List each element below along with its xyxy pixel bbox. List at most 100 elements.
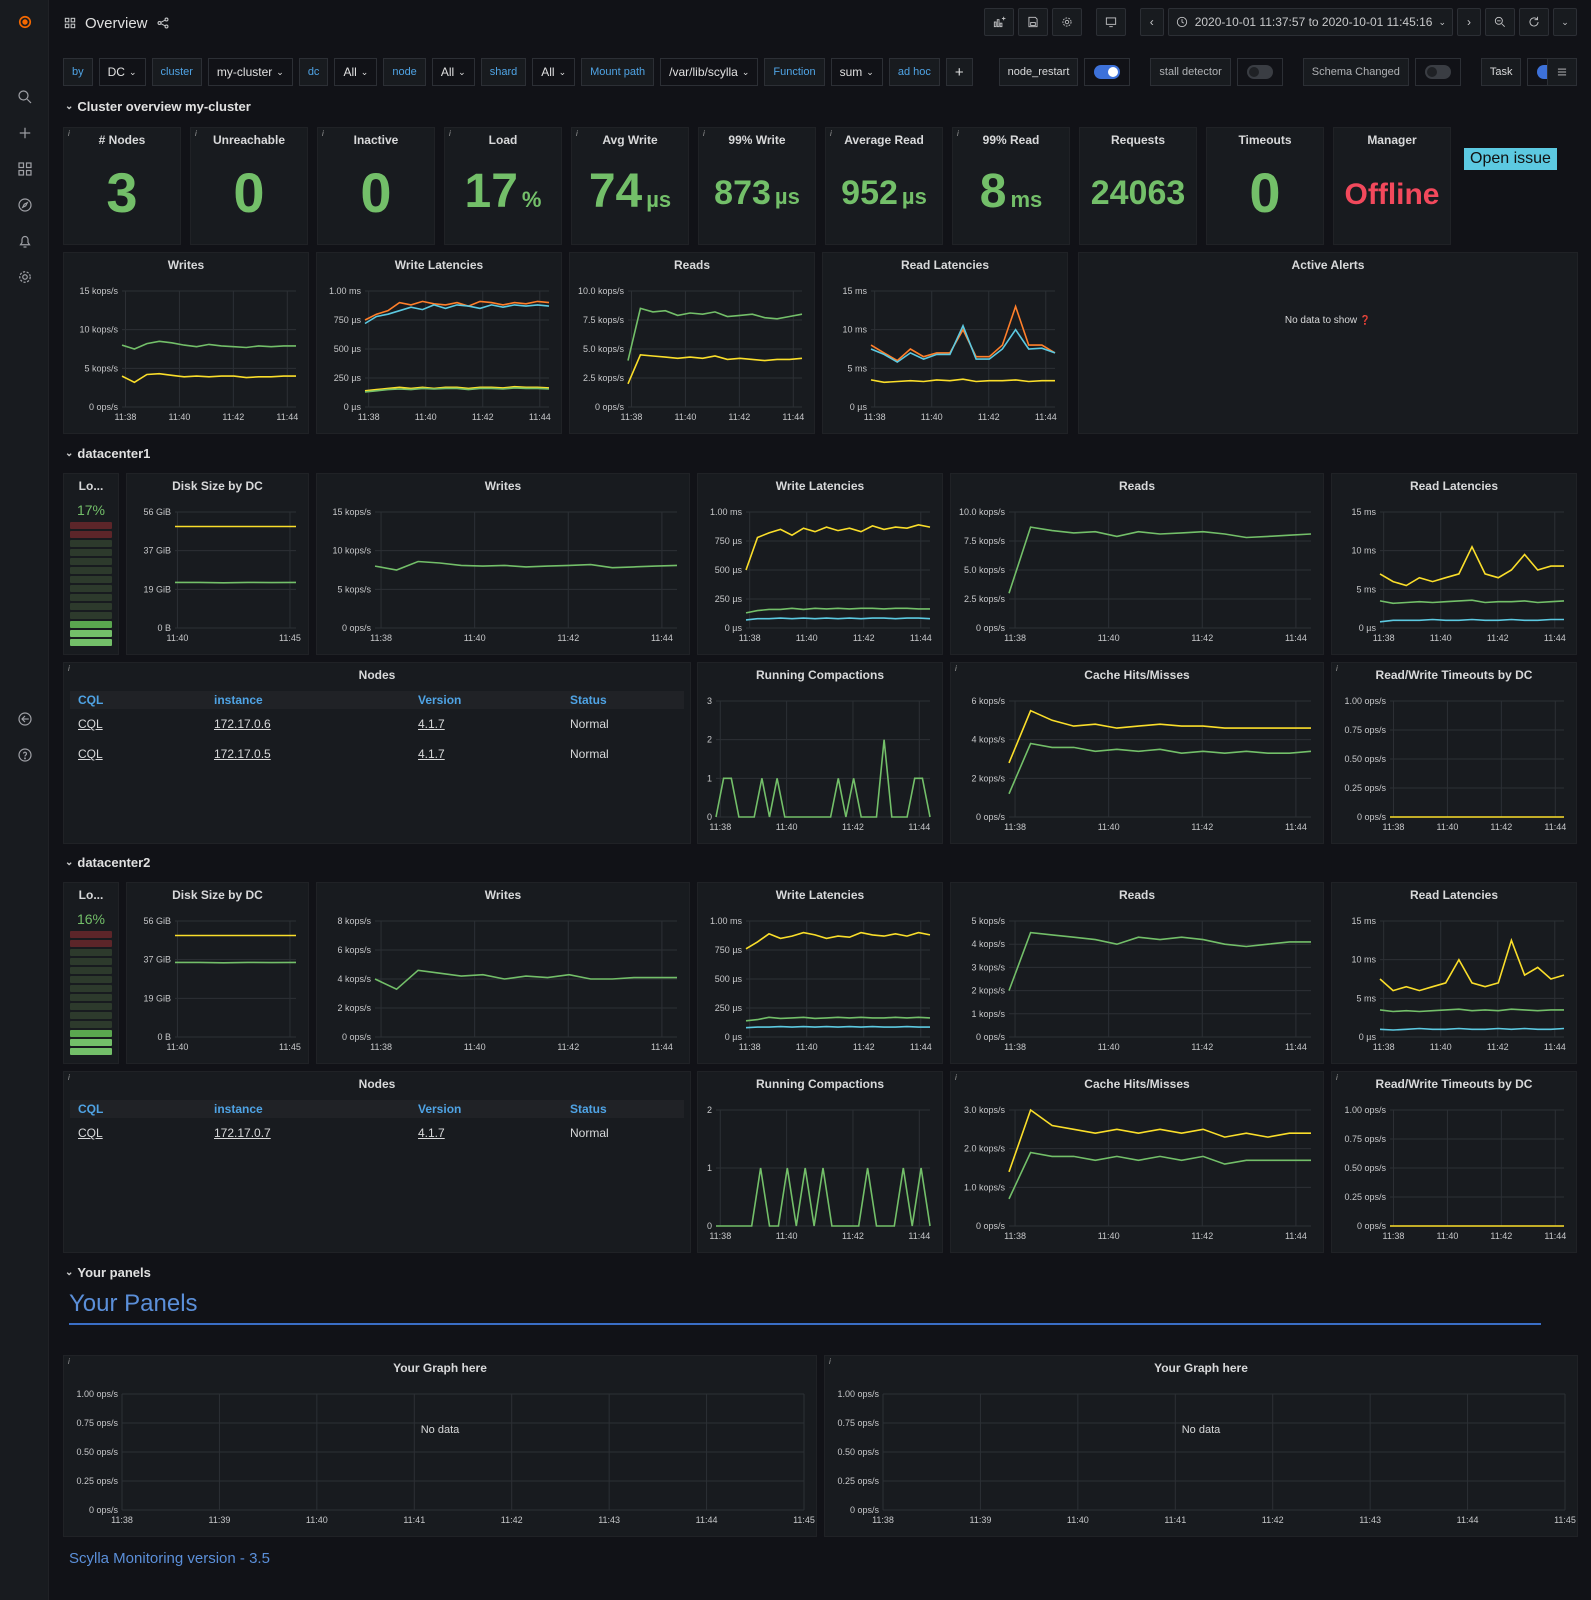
row-header-your-panels[interactable]: ⌄ Your panels bbox=[65, 1265, 151, 1280]
add-panel-button[interactable] bbox=[983, 8, 1014, 36]
bell-icon[interactable] bbox=[13, 229, 37, 253]
tv-mode-button[interactable] bbox=[1095, 8, 1126, 36]
chart-svg: 0 1 2 3 11:38 11:40 11:42 11:44 bbox=[707, 696, 931, 832]
toggle-schema-changed[interactable] bbox=[1414, 58, 1461, 86]
panel-title: Running Compactions bbox=[756, 1077, 884, 1091]
y-tick-label: 1.00 ops/s bbox=[837, 1389, 879, 1399]
column-header[interactable]: CQL bbox=[78, 693, 104, 707]
x-tick-label: 11:45 bbox=[279, 1042, 301, 1052]
chevron-down-icon: ⌄ bbox=[558, 66, 567, 77]
chart-svg: 0 µs 250 µs 500 µs 750 µs 1.00 ms 11:38 11:40 1… bbox=[710, 916, 932, 1052]
signin-icon[interactable] bbox=[13, 707, 37, 731]
chart-panel-d1-wlat: Write Latencies 0 µs 250 µs 500 µs 750 µs 1.0… bbox=[697, 473, 943, 655]
explore-icon[interactable] bbox=[13, 193, 37, 217]
var-select-mount-path[interactable]: /var/lib/scylla ⌄ bbox=[660, 58, 759, 86]
time-back-button[interactable]: ‹ bbox=[1139, 8, 1164, 36]
clock-icon bbox=[1176, 16, 1187, 28]
column-header[interactable]: Status bbox=[570, 1102, 607, 1116]
help-icon[interactable] bbox=[13, 743, 37, 767]
series-line bbox=[745, 1025, 930, 1029]
menu-button[interactable] bbox=[1547, 58, 1577, 86]
panel-title: Lo... bbox=[78, 479, 104, 493]
column-header[interactable]: CQL bbox=[78, 1102, 104, 1116]
series-line bbox=[374, 560, 678, 571]
toggle-node-restart[interactable] bbox=[1084, 58, 1131, 86]
var-select-cluster[interactable]: my-cluster ⌄ bbox=[207, 58, 293, 86]
info-icon: i bbox=[1336, 664, 1338, 673]
row-header-dc2[interactable]: ⌄ datacenter2 bbox=[65, 855, 150, 870]
toggle-switch bbox=[1094, 65, 1121, 79]
row-header-cluster[interactable]: ⌄ Cluster overview my-cluster bbox=[65, 99, 251, 114]
y-tick-label: 0 µs bbox=[1359, 623, 1377, 633]
column-header[interactable]: Version bbox=[418, 693, 462, 707]
settings-button[interactable] bbox=[1051, 8, 1082, 36]
panel-title: Read Latencies bbox=[900, 258, 990, 272]
ad-hoc-add-button[interactable]: + bbox=[945, 58, 973, 86]
info-icon: i bbox=[195, 129, 197, 138]
grafana-logo-icon[interactable] bbox=[13, 10, 37, 34]
y-tick-label: 0 µs bbox=[725, 1032, 743, 1042]
x-tick-label: 11:41 bbox=[1164, 1515, 1186, 1525]
y-tick-label: 1.0 kops/s bbox=[964, 1182, 1006, 1192]
cql-link[interactable]: CQL bbox=[78, 1126, 103, 1140]
instance-link[interactable]: 172.17.0.6 bbox=[214, 717, 271, 731]
x-tick-label: 11:43 bbox=[598, 1515, 620, 1525]
var-select-shard[interactable]: All ⌄ bbox=[532, 58, 576, 86]
y-tick-label: 0.25 ops/s bbox=[1344, 1192, 1386, 1202]
time-picker[interactable]: 2020-10-01 11:37:57 to 2020-10-01 11:45:… bbox=[1167, 8, 1453, 36]
save-button[interactable] bbox=[1017, 8, 1048, 36]
instance-link[interactable]: 172.17.0.5 bbox=[214, 747, 271, 761]
y-tick-label: 500 µs bbox=[715, 565, 743, 575]
var-label-ad-hoc: ad hoc bbox=[888, 58, 940, 86]
gauge-segment bbox=[70, 567, 112, 574]
version-link[interactable]: 4.1.7 bbox=[418, 747, 445, 761]
x-tick-label: 11:44 bbox=[1544, 1231, 1566, 1241]
toggle-stall-detector[interactable] bbox=[1236, 58, 1283, 86]
y-tick-label: 3.0 kops/s bbox=[964, 1105, 1006, 1115]
var-select-function[interactable]: sum ⌄ bbox=[830, 58, 883, 86]
column-header[interactable]: Version bbox=[418, 1102, 462, 1116]
zoom-out-button[interactable] bbox=[1485, 8, 1515, 36]
info-icon: i bbox=[68, 664, 70, 673]
cql-link[interactable]: CQL bbox=[78, 717, 103, 731]
nodes-table: CQL instance Version Status CQL 172.17.0… bbox=[70, 1100, 684, 1148]
series-line bbox=[745, 1016, 931, 1022]
chevron-down-icon: ⌄ bbox=[65, 1267, 74, 1278]
gauge-segment bbox=[70, 1048, 112, 1055]
y-tick-label: 1.00 ops/s bbox=[1344, 696, 1386, 706]
stat-panel-requests: Requests 24063 bbox=[1079, 127, 1197, 245]
column-header[interactable]: instance bbox=[214, 1102, 263, 1116]
x-tick-label: 11:38 bbox=[1383, 1231, 1405, 1241]
share-icon[interactable] bbox=[156, 16, 170, 30]
panel-title: Your Graph here bbox=[1154, 1361, 1248, 1375]
gear-icon[interactable] bbox=[13, 265, 37, 289]
column-header[interactable]: instance bbox=[214, 693, 263, 707]
chevron-left-icon: ‹ bbox=[1149, 15, 1154, 29]
plus-icon[interactable] bbox=[13, 121, 37, 145]
chart-svg: 0 ops/s 0.25 ops/s 0.50 ops/s 0.75 ops/s 1.0… bbox=[1344, 696, 1566, 832]
instance-link[interactable]: 172.17.0.7 bbox=[214, 1126, 271, 1140]
refresh-button[interactable] bbox=[1519, 8, 1549, 36]
series-line bbox=[121, 340, 296, 350]
chevron-down-icon: ⌄ bbox=[1561, 16, 1569, 27]
row-header-dc1[interactable]: ⌄ datacenter1 bbox=[65, 446, 150, 461]
var-select-node[interactable]: All ⌄ bbox=[431, 58, 475, 86]
y-tick-label: 10 ms bbox=[1351, 546, 1376, 556]
open-issue-button[interactable]: Open issue bbox=[1464, 148, 1557, 170]
y-tick-label: 0 ops/s bbox=[1357, 812, 1387, 822]
var-select-dc[interactable]: All ⌄ bbox=[334, 58, 378, 86]
y-tick-label: 750 µs bbox=[715, 945, 743, 955]
time-forward-button[interactable]: › bbox=[1457, 8, 1481, 36]
version-link[interactable]: 4.1.7 bbox=[418, 1126, 445, 1140]
x-tick-label: 11:39 bbox=[969, 1515, 991, 1525]
search-icon[interactable] bbox=[13, 85, 37, 109]
column-header[interactable]: Status bbox=[570, 693, 607, 707]
refresh-interval-button[interactable]: ⌄ bbox=[1553, 8, 1577, 36]
y-tick-label: 7.5 kops/s bbox=[964, 536, 1006, 546]
var-select-by[interactable]: DC ⌄ bbox=[98, 58, 146, 86]
cql-link[interactable]: CQL bbox=[78, 747, 103, 761]
dashboard-title[interactable]: Overview bbox=[85, 14, 148, 32]
dashboards-icon[interactable] bbox=[13, 157, 37, 181]
x-tick-label: 11:40 bbox=[1098, 633, 1120, 643]
version-link[interactable]: 4.1.7 bbox=[418, 717, 445, 731]
